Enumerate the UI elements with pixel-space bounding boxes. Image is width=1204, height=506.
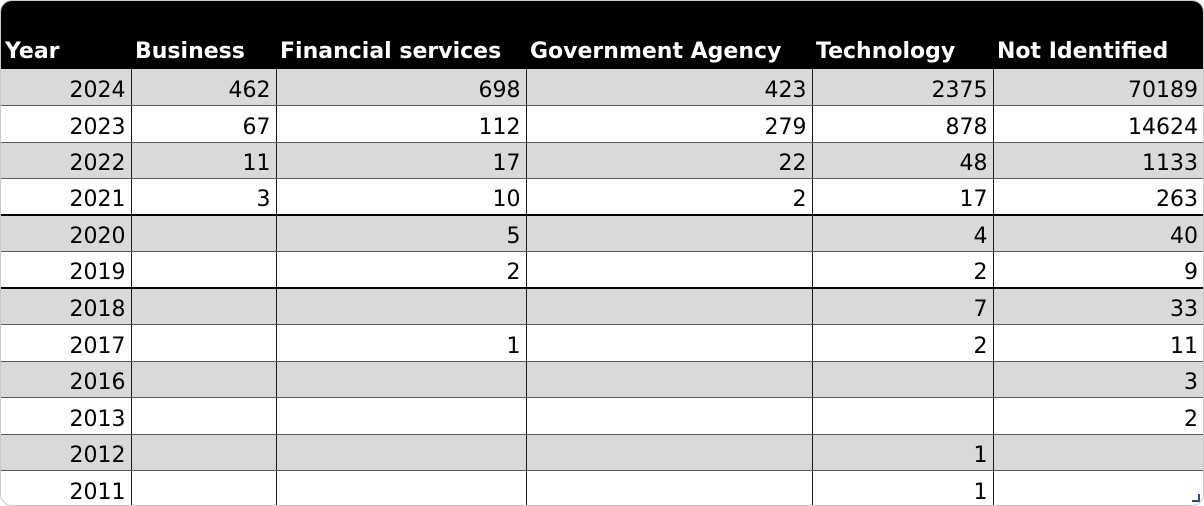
cell-technology[interactable]: 1 (811, 470, 994, 505)
cell-not-identified[interactable]: 263 (992, 178, 1203, 216)
cell-financial-services[interactable] (275, 434, 527, 471)
header-row: Year Business Financial services Governm… (1, 1, 1203, 69)
cell-government-agency[interactable]: 423 (525, 69, 813, 106)
column-header-government-agency[interactable]: Government Agency (530, 39, 782, 64)
cell-not-identified[interactable] (992, 470, 1203, 505)
column-header-technology[interactable]: Technology (816, 39, 956, 64)
cell-financial-services[interactable]: 112 (275, 105, 527, 143)
cell-technology[interactable] (811, 397, 994, 435)
cell-business[interactable] (130, 288, 277, 325)
cell-year[interactable]: 2017 (1, 324, 132, 362)
cell-not-identified[interactable]: 11 (992, 324, 1203, 362)
cell-financial-services[interactable] (275, 470, 527, 505)
cell-business[interactable] (130, 215, 277, 252)
cell-financial-services[interactable] (275, 288, 527, 325)
table-row: 2019 2 2 9 (1, 251, 1203, 289)
cell-government-agency[interactable] (525, 324, 813, 362)
cell-technology[interactable]: 17 (811, 178, 994, 216)
cell-government-agency[interactable]: 2 (525, 178, 813, 216)
cell-government-agency[interactable]: 22 (525, 142, 813, 179)
table-row: 2024 462 698 423 2375 70189 (1, 69, 1203, 106)
cell-year[interactable]: 2024 (1, 69, 132, 106)
cell-financial-services[interactable]: 10 (275, 178, 527, 216)
cell-not-identified[interactable]: 9 (992, 251, 1203, 289)
cell-year[interactable]: 2011 (1, 470, 132, 505)
column-header-year[interactable]: Year (5, 39, 60, 64)
cell-technology[interactable]: 4 (811, 215, 994, 252)
cell-business[interactable] (130, 397, 277, 435)
cell-government-agency[interactable] (525, 361, 813, 398)
cell-year[interactable]: 2012 (1, 434, 132, 471)
cell-technology[interactable]: 2 (811, 324, 994, 362)
cell-year[interactable]: 2013 (1, 397, 132, 435)
cell-not-identified[interactable]: 1133 (992, 142, 1203, 179)
cell-government-agency[interactable] (525, 470, 813, 505)
cell-government-agency[interactable] (525, 397, 813, 435)
cell-year[interactable]: 2018 (1, 288, 132, 325)
table-header: Year Business Financial services Governm… (1, 1, 1203, 69)
cell-financial-services[interactable]: 1 (275, 324, 527, 362)
cell-technology[interactable] (811, 361, 994, 398)
cell-financial-services[interactable]: 17 (275, 142, 527, 179)
table-row: 2023 67 112 279 878 14624 (1, 105, 1203, 143)
cell-not-identified[interactable]: 33 (992, 288, 1203, 325)
cell-business[interactable] (130, 251, 277, 289)
cell-financial-services[interactable] (275, 361, 527, 398)
table-row: 2022 11 17 22 48 1133 (1, 142, 1203, 179)
cell-not-identified[interactable]: 2 (992, 397, 1203, 435)
cell-year[interactable]: 2016 (1, 361, 132, 398)
cell-government-agency[interactable] (525, 215, 813, 252)
cell-not-identified[interactable]: 70189 (992, 69, 1203, 106)
cell-not-identified[interactable]: 14624 (992, 105, 1203, 143)
cell-technology[interactable]: 878 (811, 105, 994, 143)
cell-business[interactable]: 67 (130, 105, 277, 143)
cell-business[interactable]: 11 (130, 142, 277, 179)
cell-year[interactable]: 2023 (1, 105, 132, 143)
cell-financial-services[interactable]: 2 (275, 251, 527, 289)
cell-business[interactable] (130, 324, 277, 362)
table-row: 2020 5 4 40 (1, 215, 1203, 252)
table-row: 2018 7 33 (1, 288, 1203, 325)
cell-business[interactable]: 3 (130, 178, 277, 216)
cell-year[interactable]: 2020 (1, 215, 132, 252)
cell-government-agency[interactable] (525, 251, 813, 289)
table-row: 2021 3 10 2 17 263 (1, 178, 1203, 216)
cell-government-agency[interactable]: 279 (525, 105, 813, 143)
cell-technology[interactable]: 1 (811, 434, 994, 471)
cell-business[interactable] (130, 470, 277, 505)
table-row: 2012 1 (1, 434, 1203, 471)
cell-year[interactable]: 2019 (1, 251, 132, 289)
cell-not-identified[interactable]: 3 (992, 361, 1203, 398)
resize-handle-icon[interactable] (1192, 494, 1200, 502)
cell-technology[interactable]: 7 (811, 288, 994, 325)
column-header-not-identified[interactable]: Not Identified (997, 39, 1169, 64)
table-row: 2016 3 (1, 361, 1203, 398)
table-row: 2011 1 (1, 470, 1203, 505)
column-header-business[interactable]: Business (135, 39, 245, 64)
cell-year[interactable]: 2022 (1, 142, 132, 179)
cell-government-agency[interactable] (525, 434, 813, 471)
cell-not-identified[interactable] (992, 434, 1203, 471)
cell-business[interactable] (130, 434, 277, 471)
cell-technology[interactable]: 2 (811, 251, 994, 289)
cell-business[interactable]: 462 (130, 69, 277, 106)
column-header-financial-services[interactable]: Financial services (280, 39, 502, 64)
table-row: 2013 2 (1, 397, 1203, 435)
table-body: 2024 462 698 423 2375 70189 2023 67 112 279 878 146… (1, 69, 1203, 505)
cell-government-agency[interactable] (525, 288, 813, 325)
cell-financial-services[interactable]: 5 (275, 215, 527, 252)
cell-financial-services[interactable]: 698 (275, 69, 527, 106)
cell-not-identified[interactable]: 40 (992, 215, 1203, 252)
cell-financial-services[interactable] (275, 397, 527, 435)
cell-business[interactable] (130, 361, 277, 398)
table-row: 2017 1 2 11 (1, 324, 1203, 362)
cell-technology[interactable]: 2375 (811, 69, 994, 106)
cell-year[interactable]: 2021 (1, 178, 132, 216)
cell-technology[interactable]: 48 (811, 142, 994, 179)
